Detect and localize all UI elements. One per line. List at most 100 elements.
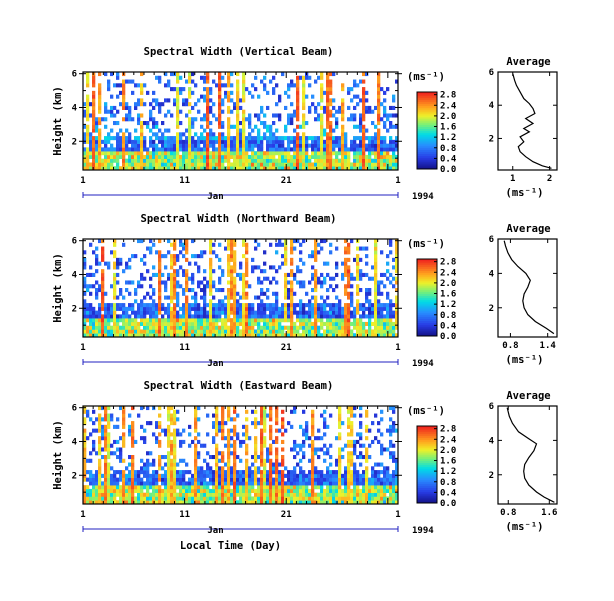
heatmap-cell xyxy=(83,458,87,463)
heatmap-cell xyxy=(233,280,237,285)
heatmap-cell xyxy=(236,500,240,505)
heatmap-cell xyxy=(107,436,111,441)
heatmap-cell xyxy=(173,136,177,141)
heatmap-cell xyxy=(119,458,123,463)
heatmap-cell xyxy=(242,439,246,444)
heatmap-cell xyxy=(182,473,186,478)
heatmap-cell xyxy=(254,443,258,448)
heatmap-cell xyxy=(296,87,300,92)
heatmap-cell xyxy=(374,310,378,315)
heatmap-cell xyxy=(128,424,132,429)
heatmap-cell xyxy=(383,303,387,308)
heatmap-cell xyxy=(125,151,129,156)
heatmap-cell xyxy=(272,291,276,296)
heatmap-cell xyxy=(314,147,318,152)
heatmap-cell xyxy=(362,443,366,448)
heatmap-cell xyxy=(263,124,267,129)
heatmap-cell xyxy=(254,310,258,315)
heatmap-cell xyxy=(197,496,201,501)
heatmap-cell xyxy=(221,132,225,137)
heatmap-cell xyxy=(362,500,366,505)
heatmap-cell xyxy=(242,147,246,152)
heatmap-cell xyxy=(191,139,195,144)
heatmap-cell xyxy=(236,413,240,418)
heatmap-cell xyxy=(260,428,264,433)
heatmap-cell xyxy=(137,492,141,497)
heatmap-cell xyxy=(203,94,207,99)
heatmap-cell xyxy=(266,496,270,501)
heatmap-cell xyxy=(227,117,231,122)
heatmap-cell xyxy=(266,492,270,497)
heatmap-cell xyxy=(167,455,171,460)
heatmap-cell xyxy=(269,424,273,429)
heatmap-cell xyxy=(368,481,372,486)
heatmap-cell xyxy=(101,329,105,334)
heatmap-cell xyxy=(338,109,342,114)
heatmap-cell xyxy=(377,299,381,304)
heatmap-cell xyxy=(119,261,123,266)
heatmap-cell xyxy=(269,143,273,148)
heatmap-cell xyxy=(266,276,270,281)
heatmap-cell xyxy=(365,481,369,486)
heatmap-cell xyxy=(314,151,318,156)
heatmap-cell xyxy=(347,485,351,490)
colorbar-tick-label: 1.2 xyxy=(440,300,456,310)
heatmap-cell xyxy=(353,94,357,99)
heatmap-cell xyxy=(338,143,342,148)
heatmap-cell xyxy=(287,295,291,300)
heatmap-cell xyxy=(185,284,189,289)
colorbar-segment xyxy=(417,312,437,316)
heatmap-cell xyxy=(221,154,225,159)
heatmap-cell xyxy=(284,272,288,277)
heatmap-cell xyxy=(317,303,321,308)
heatmap-cell xyxy=(320,325,324,330)
heatmap-cell xyxy=(116,151,120,156)
heatmap-cell xyxy=(137,113,141,118)
heatmap-cell xyxy=(245,477,249,482)
heatmap-cell xyxy=(383,90,387,95)
heatmap-cell xyxy=(248,310,252,315)
heatmap-cell xyxy=(131,154,135,159)
heatmap-cell xyxy=(194,462,198,467)
heatmap-cell xyxy=(275,492,279,497)
heatmap-cell xyxy=(209,496,213,501)
colorbar-segment xyxy=(417,155,437,158)
heatmap-cell xyxy=(167,272,171,277)
heatmap-cell xyxy=(284,90,288,95)
heatmap-cell xyxy=(209,143,213,148)
heatmap-cell xyxy=(365,143,369,148)
heatmap-cell xyxy=(392,284,396,289)
heatmap-cell xyxy=(260,406,264,411)
heatmap-cell xyxy=(155,158,159,163)
heatmap-cell xyxy=(326,261,330,266)
heatmap-cell xyxy=(113,272,117,277)
heatmap-cell xyxy=(254,436,258,441)
heatmap-cell xyxy=(302,492,306,497)
heatmap-cell xyxy=(374,325,378,330)
heatmap-cell xyxy=(311,432,315,437)
heatmap-cell xyxy=(296,265,300,270)
heatmap-cell xyxy=(359,492,363,497)
heatmap-cell xyxy=(227,295,231,300)
heatmap-cell xyxy=(356,257,360,262)
heatmap-cell xyxy=(170,481,174,486)
heatmap-cell xyxy=(161,139,165,144)
heatmap-cell xyxy=(206,284,210,289)
heatmap-cell xyxy=(176,75,180,80)
heatmap-cell xyxy=(239,139,243,144)
heatmap-cell xyxy=(275,439,279,444)
heatmap-cell xyxy=(104,147,108,152)
heatmap-cell xyxy=(329,485,333,490)
heatmap-cell xyxy=(224,246,228,251)
heatmap-cell xyxy=(185,276,189,281)
heatmap-cell xyxy=(119,318,123,323)
heatmap-cell xyxy=(341,329,345,334)
heatmap-cell xyxy=(86,477,90,482)
heatmap-cell xyxy=(344,151,348,156)
heatmap-cell xyxy=(143,121,147,126)
heatmap-cell xyxy=(332,276,336,281)
heatmap-cell xyxy=(239,321,243,326)
heatmap-cell xyxy=(341,105,345,110)
heatmap-cell xyxy=(317,481,321,486)
heatmap-cell xyxy=(266,481,270,486)
